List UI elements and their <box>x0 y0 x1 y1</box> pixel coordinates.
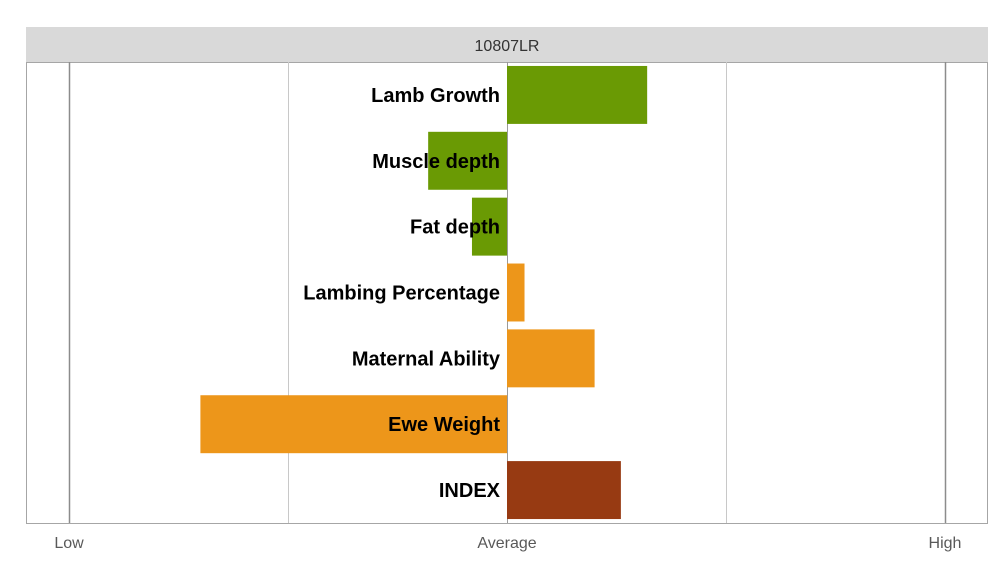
title-strip <box>26 27 988 62</box>
bar-maternal-ability <box>507 329 595 388</box>
category-labels-layer: Lamb Growth Muscle depth Fat depth Lambing … <box>303 85 501 502</box>
x-tick-label: Average <box>477 535 536 552</box>
category-label: Lamb Growth <box>371 85 500 107</box>
bar-ewe-weight <box>200 395 507 454</box>
bar-lambing-percentage <box>507 263 525 322</box>
bar-fat-depth <box>471 197 507 256</box>
bar-index <box>507 461 621 520</box>
bar-muscle-depth <box>428 131 507 190</box>
x-tick-labels-layer: Low Average High <box>54 535 961 552</box>
category-label: Maternal Ability <box>352 348 501 370</box>
category-label: Lambing Percentage <box>303 283 500 305</box>
category-label: Muscle depth <box>372 151 500 173</box>
category-label: Ewe Weight <box>388 414 500 436</box>
bars-layer <box>200 65 648 520</box>
category-label: Fat depth <box>410 217 500 239</box>
chart-title: 10807LR <box>475 38 540 55</box>
x-tick-label: High <box>929 535 962 552</box>
x-tick-label: Low <box>54 535 84 552</box>
bar-lamb-growth <box>507 65 648 124</box>
category-label: INDEX <box>439 480 501 502</box>
